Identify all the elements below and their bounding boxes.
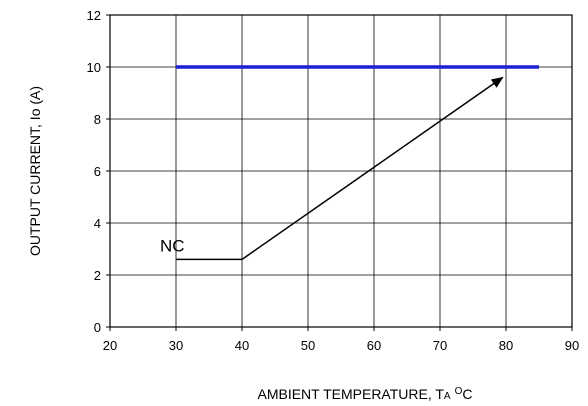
y-tick-label: 6 [94,164,101,179]
y-axis-title: OUTPUT CURRENT, Io (A) [27,86,43,256]
x-tick-label: 60 [367,338,381,353]
y-tick-label: 4 [94,216,101,231]
y-tick-label: 2 [94,268,101,283]
y-tick-label: 8 [94,112,101,127]
x-tick-label: 30 [169,338,183,353]
x-tick-label: 90 [565,338,579,353]
grid-lines [109,14,573,328]
y-tick-label: 10 [87,60,101,75]
axis-ticks: 20 30 40 50 60 70 80 90 0 2 4 6 8 10 12 [87,8,580,353]
y-tick-label: 0 [94,320,101,335]
y-tick-label: 12 [87,8,101,23]
x-tick-label: 70 [433,338,447,353]
airflow-arrow [176,76,504,261]
x-tick-label: 80 [499,338,513,353]
x-tick-label: 20 [103,338,117,353]
x-axis-title: AMBIENT TEMPERATURE, TA OC [257,386,472,402]
x-tick-label: 40 [235,338,249,353]
annotation-layer: NC [160,76,504,261]
x-tick-label: 50 [301,338,315,353]
annotation-label-nc: NC [160,236,185,255]
